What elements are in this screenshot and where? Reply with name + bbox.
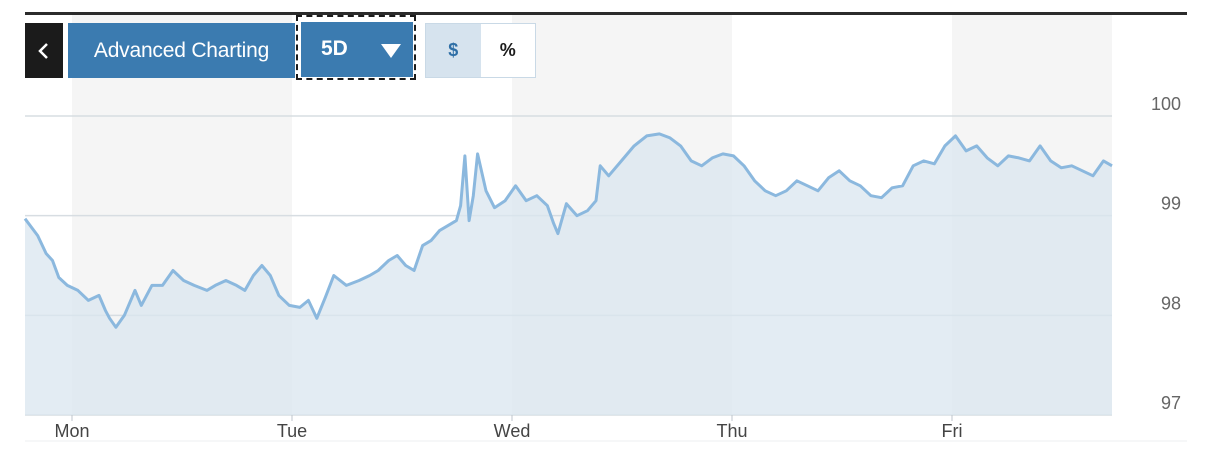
unit-dollar-button[interactable]: $ [426,24,481,77]
range-dropdown[interactable]: 5D [301,22,413,77]
price-line [23,132,1113,329]
back-button[interactable] [25,23,63,78]
y-tick-label-97: 97 [1161,393,1181,413]
y-axis-ticks: 97 98 99 100 [1151,94,1181,413]
advanced-charting-button[interactable]: Advanced Charting [68,23,295,78]
chevron-left-icon [38,42,48,59]
range-selector[interactable]: 5D [296,15,416,80]
x-tick-label-fri: Fri [942,421,963,441]
x-axis-ticks: Mon Tue Wed Thu Fri [54,415,963,441]
y-tick-label-98: 98 [1161,293,1181,313]
x-tick-label-tue: Tue [277,421,307,441]
range-value: 5D [321,37,348,60]
x-tick-label-wed: Wed [494,421,531,441]
x-tick-label-mon: Mon [54,421,89,441]
y-tick-label-99: 99 [1161,194,1181,214]
y-tick-label-100: 100 [1151,94,1181,114]
x-tick-label-thu: Thu [716,421,747,441]
unit-percent-button[interactable]: % [480,24,535,77]
price-area [25,133,1112,415]
unit-toggle: $ % [425,23,536,78]
top-rule [25,12,1187,15]
caret-down-icon [381,44,401,58]
